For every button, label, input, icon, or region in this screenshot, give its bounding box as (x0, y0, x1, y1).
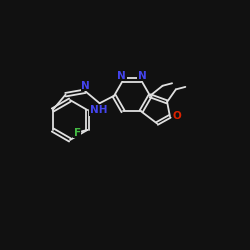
Text: F: F (74, 128, 81, 138)
Text: N: N (118, 71, 126, 81)
Text: O: O (172, 111, 181, 121)
Text: NH: NH (90, 105, 107, 115)
Text: N: N (138, 71, 147, 81)
Text: N: N (81, 81, 90, 91)
